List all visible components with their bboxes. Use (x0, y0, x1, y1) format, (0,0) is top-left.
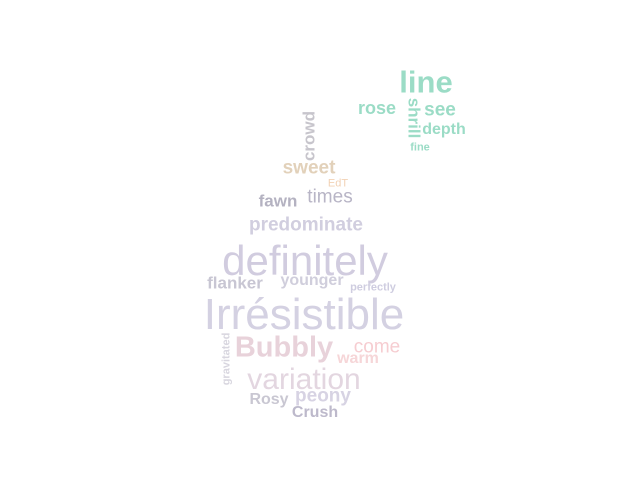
word-fawn: fawn (258, 191, 298, 211)
word-times: times (307, 186, 353, 208)
word-rose: rose (357, 98, 397, 118)
word-peony: peony (295, 385, 351, 407)
word-perfectly: perfectly (350, 281, 396, 294)
word-edt: EdT (327, 177, 349, 190)
word-bubbly: Bubbly (234, 331, 334, 364)
word-definitely: definitely (222, 237, 388, 284)
word-variation: variation (247, 363, 361, 396)
word-younger: younger (280, 272, 344, 289)
word-flanker: flanker (207, 273, 263, 293)
word-irresistible: Irrésistible (203, 290, 405, 339)
word-see: see (424, 99, 456, 121)
word-rosy: Rosy (249, 391, 289, 408)
word-crush: Crush (291, 404, 339, 421)
word-crowd: crowd (299, 110, 319, 162)
word-warm: warm (337, 350, 379, 367)
word-fine: fine (410, 141, 430, 154)
word-gravitated: gravitated (220, 332, 233, 386)
word-depth: depth (422, 121, 466, 138)
word-predominate: predominate (248, 214, 364, 236)
word-line: line (399, 64, 453, 100)
word-come: come (353, 336, 401, 358)
word-shrill: shrill (404, 97, 424, 139)
word-sweet: sweet (282, 157, 336, 179)
